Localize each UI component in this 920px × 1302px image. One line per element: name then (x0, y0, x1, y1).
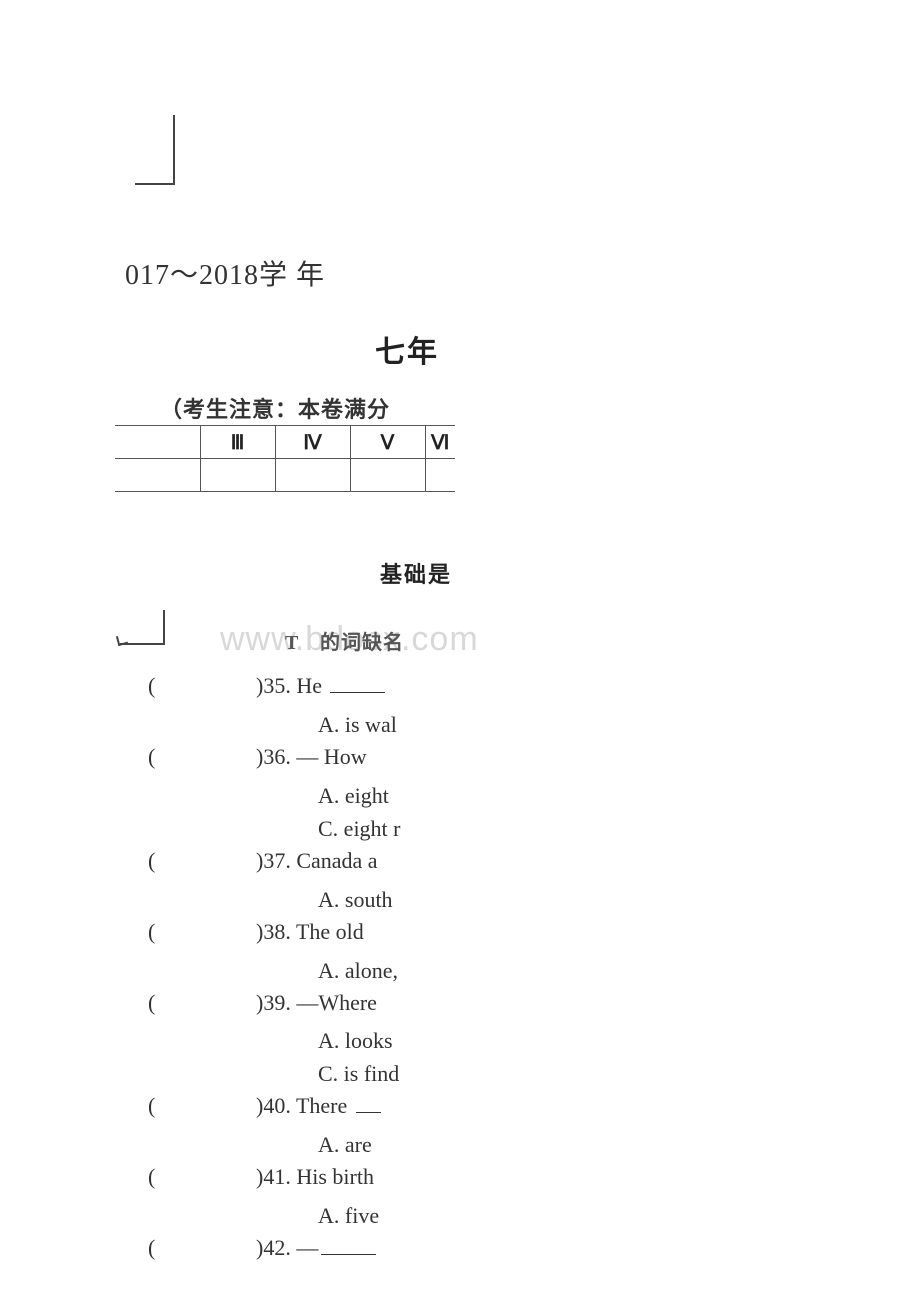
question-stem: )35. He (256, 670, 388, 702)
question-stem: )39. —Where (256, 987, 377, 1019)
question-stem: )37. Canada a (256, 845, 378, 877)
table-row (115, 459, 455, 492)
option-row: A. looks (318, 1024, 401, 1057)
question-row: ()36. — How (148, 741, 401, 773)
answer-paren: ( (148, 1232, 256, 1264)
question-stem: )40. There (256, 1090, 384, 1122)
question-row: ()42. — (148, 1232, 401, 1264)
answer-paren: ( (148, 845, 256, 877)
blank-line (321, 1254, 376, 1255)
table-cell (200, 459, 275, 492)
answer-paren: ( (148, 1161, 256, 1193)
blank-line (330, 692, 385, 693)
questions-list: ()35. He A. is wal()36. — HowA. eightC. … (148, 670, 401, 1270)
option-row: A. eight (318, 779, 401, 812)
table-cell (425, 459, 455, 492)
option-row: A. is wal (318, 708, 401, 741)
question-stem: )41. His birth (256, 1161, 374, 1193)
question-row: ()37. Canada a (148, 845, 401, 877)
table-cell (275, 459, 350, 492)
academic-year-text: 017～2018学 年 (125, 253, 325, 293)
blank-line (356, 1112, 381, 1113)
table-header-cell (115, 426, 200, 459)
score-table: Ⅲ Ⅳ Ⅴ Ⅵ (115, 425, 455, 492)
exam-note-text: （考生注意：本卷满分 (160, 392, 390, 424)
answer-paren: ( (148, 670, 256, 702)
answer-paren: ( (148, 741, 256, 773)
corner-bracket (135, 115, 175, 185)
question-stem: )36. — How (256, 741, 367, 773)
table-header-row: Ⅲ Ⅳ Ⅴ Ⅵ (115, 426, 455, 459)
option-row: C. is find (318, 1057, 401, 1090)
table-header-cell: Ⅳ (275, 426, 350, 459)
section-basic-title: 基础是 (380, 557, 452, 589)
question-stem: )42. — (256, 1232, 379, 1264)
question-row: ()41. His birth (148, 1161, 401, 1193)
answer-paren: ( (148, 1090, 256, 1122)
question-row: ()38. The old (148, 916, 401, 948)
vocab-section-label: T 的词缺名 (285, 626, 404, 655)
table-cell (115, 459, 200, 492)
answer-paren: ( (148, 916, 256, 948)
table-header-cell: Ⅲ (200, 426, 275, 459)
half-bracket-icon (120, 610, 165, 645)
option-row: C. eight r (318, 812, 401, 845)
option-row: A. are (318, 1128, 401, 1161)
table-cell (350, 459, 425, 492)
question-row: ()35. He (148, 670, 401, 702)
option-row: A. five (318, 1199, 401, 1232)
question-stem: )38. The old (256, 916, 364, 948)
question-row: ()40. There (148, 1090, 401, 1122)
option-row: A. south (318, 883, 401, 916)
grade-text: 七年 (375, 327, 439, 371)
option-row: A. alone, (318, 954, 401, 987)
question-row: ()39. —Where (148, 987, 401, 1019)
answer-paren: ( (148, 987, 256, 1019)
table-header-cell: Ⅴ (350, 426, 425, 459)
table-header-cell: Ⅵ (425, 426, 455, 459)
